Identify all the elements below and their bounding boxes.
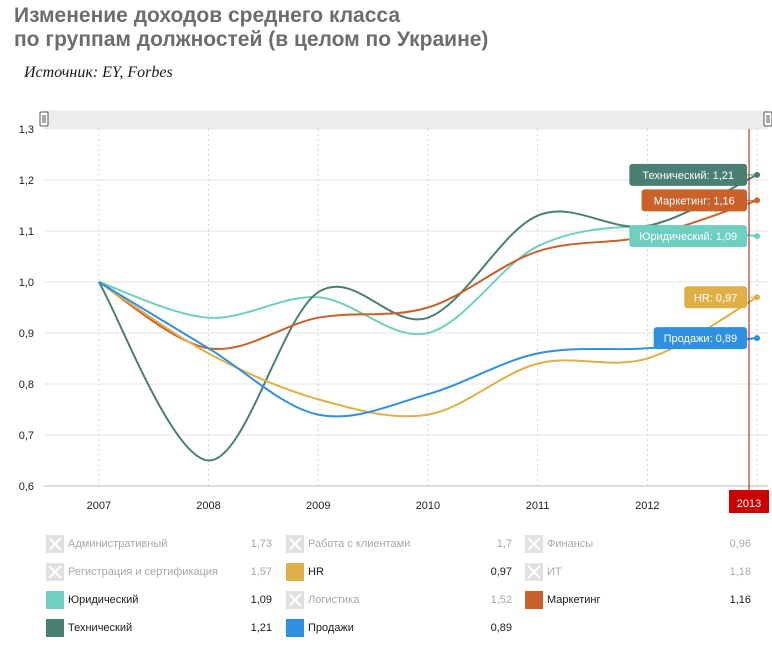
legend-value: 1,52 bbox=[490, 594, 512, 606]
legend-label: Работа с клиентами bbox=[308, 538, 411, 550]
legend-disabled-x-icon[interactable] bbox=[525, 563, 543, 581]
tooltip-box bbox=[641, 189, 748, 212]
x-tick-label: 2009 bbox=[306, 500, 330, 512]
legend-item-Логистика[interactable]: Логистика 1,52 bbox=[286, 591, 512, 611]
chart-series bbox=[97, 171, 761, 462]
chart-title: Изменение доходов среднего класса по гру… bbox=[14, 4, 714, 52]
legend-label: Продажи bbox=[308, 622, 354, 634]
legend-disabled-x-icon[interactable] bbox=[46, 563, 64, 581]
y-tick-label: 1,2 bbox=[19, 175, 34, 187]
legend-value: 1,16 bbox=[729, 594, 751, 606]
legend-label: Административный bbox=[68, 538, 168, 550]
legend-label: Регистрация и сертификация bbox=[68, 566, 219, 578]
legend-item-HR[interactable]: HR 0,97 bbox=[286, 563, 512, 583]
legend-label: ИТ bbox=[547, 566, 562, 578]
legend-item-Регистрация и сертификация[interactable]: Регистрация и сертификация 1,57 bbox=[46, 563, 272, 583]
series-line-Технический bbox=[97, 173, 758, 462]
tooltip-Продажи: Продажи: 0,89 bbox=[653, 327, 758, 350]
legend-item-Продажи[interactable]: Продажи 0,89 bbox=[286, 619, 512, 639]
legend-value: 1,7 bbox=[496, 538, 512, 550]
navigator-track bbox=[44, 110, 768, 129]
legend-value: 0,96 bbox=[729, 538, 751, 550]
legend-disabled-x-icon[interactable] bbox=[286, 535, 304, 553]
tooltip-HR: HR: 0,97 bbox=[684, 286, 758, 309]
y-tick-label: 1,0 bbox=[19, 277, 34, 289]
tooltip-label: Технический: 1,21 bbox=[642, 170, 734, 182]
tooltip-box bbox=[629, 225, 748, 248]
cursor-x-label-box bbox=[729, 490, 770, 513]
range-navigator bbox=[39, 110, 772, 129]
tooltip-label: Продажи: 0,89 bbox=[664, 333, 737, 345]
legend-item-Административный[interactable]: Административный 1,73 bbox=[46, 535, 272, 555]
x-tick-label: 2012 bbox=[635, 500, 659, 512]
legend-value: 1,57 bbox=[250, 566, 272, 578]
legend-value: 1,18 bbox=[729, 566, 751, 578]
legend-item-Работа с клиентами[interactable]: Работа с клиентами 1,7 bbox=[286, 535, 512, 555]
series-line-HR bbox=[98, 281, 758, 418]
series-line-Продажи bbox=[98, 281, 758, 418]
navigator-left-handle[interactable] bbox=[39, 111, 49, 127]
legend-disabled-x-icon[interactable] bbox=[286, 591, 304, 609]
legend-label: Юридический bbox=[68, 594, 139, 606]
legend-item-Технический[interactable]: Технический 1,21 bbox=[46, 619, 272, 639]
tooltip-Юридический: Юридический: 1,09 bbox=[629, 225, 758, 248]
cursor-x-label: 2013 bbox=[737, 498, 761, 510]
chart-cursor: 2013 bbox=[710, 129, 770, 513]
tooltip-box bbox=[629, 163, 748, 186]
legend-label: Финансы bbox=[547, 538, 594, 550]
legend-swatch[interactable] bbox=[286, 563, 304, 581]
legend-swatch[interactable] bbox=[525, 591, 543, 609]
legend-value: 0,89 bbox=[490, 622, 512, 634]
legend-item-Маркетинг[interactable]: Маркетинг 1,16 bbox=[525, 591, 751, 611]
x-tick-label: 2007 bbox=[87, 500, 111, 512]
x-tick-label: 2011 bbox=[526, 500, 550, 512]
legend-value: 1,73 bbox=[250, 538, 272, 550]
chart-title-line-1: Изменение доходов среднего класса bbox=[14, 4, 401, 27]
legend-disabled-x-icon[interactable] bbox=[46, 535, 64, 553]
legend-label: HR bbox=[308, 566, 324, 578]
legend-swatch[interactable] bbox=[46, 591, 64, 609]
y-tick-label: 0,8 bbox=[19, 379, 34, 391]
chart-title-line-2: по группам должностей (в целом по Украин… bbox=[14, 28, 489, 51]
legend-swatch[interactable] bbox=[46, 619, 64, 637]
y-tick-label: 1,3 bbox=[19, 124, 34, 136]
legend-swatch[interactable] bbox=[286, 619, 304, 637]
legend-label: Технический bbox=[68, 622, 133, 634]
y-tick-label: 0,6 bbox=[19, 481, 34, 493]
y-tick-label: 0,9 bbox=[19, 328, 34, 340]
tooltip-box bbox=[653, 327, 748, 350]
legend-label: Маркетинг bbox=[547, 594, 601, 606]
x-tick-label: 2008 bbox=[196, 500, 220, 512]
tooltip-label: Юридический: 1,09 bbox=[639, 231, 737, 243]
chart-source: Источник: EY, Forbes bbox=[24, 64, 173, 81]
legend-value: 0,97 bbox=[490, 566, 512, 578]
legend-item-ИТ[interactable]: ИТ 1,18 bbox=[525, 563, 751, 583]
navigator-right-handle[interactable] bbox=[763, 111, 772, 127]
legend-item-Финансы[interactable]: Финансы 0,96 bbox=[525, 535, 751, 555]
legend-item-Юридический[interactable]: Юридический 1,09 bbox=[46, 591, 272, 611]
x-tick-label: 2010 bbox=[416, 500, 440, 512]
y-tick-label: 0,7 bbox=[19, 430, 34, 442]
chart-tooltips: Технический: 1,21 Маркетинг: 1,16 Юридичес… bbox=[629, 163, 758, 350]
legend-value: 1,21 bbox=[250, 622, 272, 634]
legend-value: 1,09 bbox=[250, 594, 272, 606]
tooltip-label: HR: 0,97 bbox=[694, 292, 737, 304]
tooltip-Технический: Технический: 1,21 bbox=[629, 163, 758, 186]
handle-body[interactable] bbox=[763, 111, 772, 127]
legend-label: Логистика bbox=[308, 594, 360, 606]
chart-axes: 0,6 0,7 0,8 0,9 1,0 1,1 1,2 1,3 2007 2008 2009 2010… bbox=[19, 124, 660, 512]
legend-disabled-x-icon[interactable] bbox=[525, 535, 543, 553]
handle-body[interactable] bbox=[39, 111, 49, 127]
tooltip-Маркетинг: Маркетинг: 1,16 bbox=[641, 189, 758, 212]
tooltip-label: Маркетинг: 1,16 bbox=[654, 195, 735, 207]
y-tick-label: 1,1 bbox=[19, 226, 34, 238]
tooltip-box bbox=[684, 286, 748, 309]
